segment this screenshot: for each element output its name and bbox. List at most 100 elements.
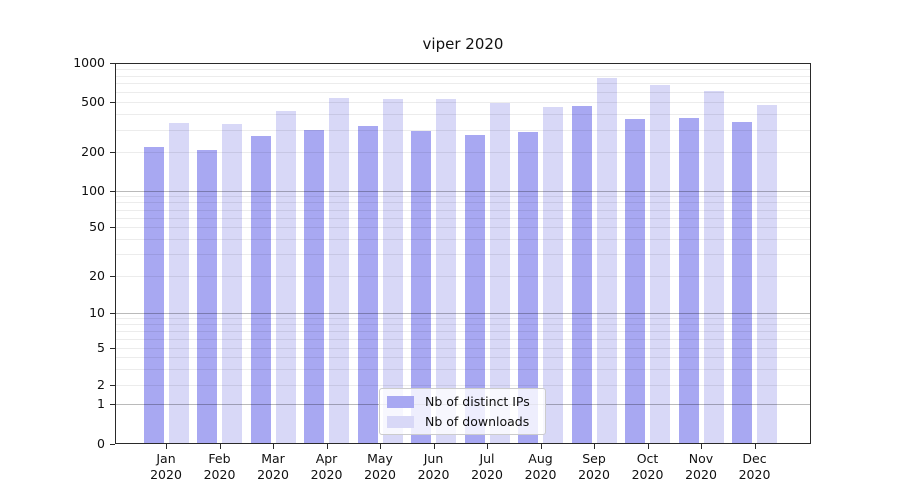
y-tick-label: 1 bbox=[97, 396, 105, 411]
x-tick-label-nov: Nov 2020 bbox=[669, 451, 733, 483]
x-tick-mark bbox=[273, 444, 274, 449]
gridline bbox=[115, 196, 811, 198]
x-tick-year: 2020 bbox=[578, 467, 610, 482]
bar-aug-distinct-ips bbox=[518, 132, 538, 443]
y-tick-mark bbox=[110, 101, 115, 103]
x-tick-year: 2020 bbox=[417, 467, 450, 482]
y-tick-label: 1000 bbox=[73, 55, 105, 71]
legend-item-distinct-ips: Nb of distinct IPs bbox=[387, 394, 545, 409]
gridline bbox=[115, 368, 811, 370]
bar-feb-distinct-ips bbox=[197, 150, 217, 443]
gridline bbox=[115, 91, 811, 93]
gridline bbox=[115, 69, 811, 71]
x-tick-label-jun: Jun 2020 bbox=[402, 451, 466, 483]
gridline bbox=[115, 324, 811, 326]
bar-apr-downloads bbox=[329, 97, 349, 443]
plot-area bbox=[115, 63, 811, 443]
gridline bbox=[115, 114, 811, 116]
y-tick-mark bbox=[110, 190, 115, 192]
bar-dec-distinct-ips bbox=[732, 122, 752, 443]
gridline bbox=[115, 129, 811, 131]
bar-jun-downloads bbox=[436, 98, 456, 443]
x-tick-year: 2020 bbox=[150, 467, 182, 482]
gridline bbox=[115, 276, 811, 277]
x-tick-mark bbox=[754, 444, 756, 449]
bar-may-distinct-ips bbox=[357, 125, 378, 443]
legend-item-downloads: Nb of downloads bbox=[387, 414, 545, 429]
x-tick-label-mar: Mar 2020 bbox=[241, 451, 305, 483]
gridline bbox=[115, 239, 811, 241]
x-tick-label-sep: Sep 2020 bbox=[562, 451, 626, 483]
x-tick-mark bbox=[487, 444, 488, 449]
x-tick-year: 2020 bbox=[203, 467, 236, 482]
x-tick-month: Oct bbox=[636, 451, 659, 466]
y-tick-mark bbox=[110, 443, 115, 445]
gridline bbox=[115, 101, 811, 103]
bar-jan-distinct-ips bbox=[143, 147, 164, 443]
bar-jan-downloads bbox=[168, 122, 189, 443]
bar-nov-distinct-ips bbox=[678, 118, 699, 443]
x-tick-year: 2020 bbox=[685, 467, 717, 482]
y-tick-mark bbox=[110, 227, 115, 229]
y-tick-mark bbox=[110, 404, 115, 405]
gridline bbox=[115, 227, 811, 229]
x-tick-label-aug: Aug 2020 bbox=[509, 451, 573, 483]
y-tick-mark bbox=[110, 348, 115, 349]
x-tick-label-jul: Jul 2020 bbox=[455, 451, 519, 483]
bar-apr-distinct-ips bbox=[304, 129, 324, 443]
bar-mar-distinct-ips bbox=[250, 136, 271, 443]
y-tick-mark bbox=[110, 63, 115, 65]
y-tick-label: 100 bbox=[81, 182, 105, 198]
y-tick-mark bbox=[110, 312, 115, 314]
y-tick-mark bbox=[110, 385, 115, 386]
gridline bbox=[115, 254, 811, 256]
x-tick-mark bbox=[433, 444, 435, 449]
x-tick-label-dec: Dec 2020 bbox=[723, 451, 787, 483]
x-tick-label-feb: Feb 2020 bbox=[188, 451, 252, 483]
legend-swatch-distinct-ips bbox=[387, 395, 414, 408]
y-tick-mark bbox=[110, 276, 115, 277]
y-tick-label: 10 bbox=[89, 304, 105, 320]
x-tick-month: Jan bbox=[156, 451, 176, 466]
y-tick-label: 5 bbox=[97, 340, 105, 355]
y-tick-label: 50 bbox=[89, 219, 105, 235]
x-tick-mark bbox=[701, 444, 702, 449]
legend: Nb of distinct IPs Nb of downloads bbox=[379, 388, 546, 435]
x-tick-mark bbox=[166, 444, 167, 449]
y-tick-label: 2 bbox=[97, 377, 105, 392]
gridline bbox=[115, 318, 811, 320]
bar-mar-downloads bbox=[275, 111, 296, 443]
x-tick-label-may: May 2020 bbox=[348, 451, 412, 483]
bar-sep-downloads bbox=[596, 78, 617, 443]
x-tick-month: May bbox=[367, 451, 393, 466]
gridline bbox=[115, 312, 811, 314]
x-tick-month: Jul bbox=[479, 451, 495, 466]
bar-sep-distinct-ips bbox=[571, 106, 592, 443]
gridline bbox=[115, 202, 811, 204]
x-tick-year: 2020 bbox=[631, 467, 664, 482]
y-tick-mark bbox=[110, 152, 115, 154]
x-tick-year: 2020 bbox=[257, 467, 289, 482]
x-tick-month: Jun bbox=[423, 451, 444, 466]
legend-label-downloads: Nb of downloads bbox=[425, 414, 530, 429]
bar-jul-downloads bbox=[489, 103, 510, 443]
legend-label-distinct-ips: Nb of distinct IPs bbox=[425, 394, 530, 409]
y-tick-label: 20 bbox=[89, 268, 105, 283]
x-tick-year: 2020 bbox=[310, 467, 343, 482]
x-tick-month: Mar bbox=[261, 451, 285, 466]
gridline bbox=[115, 217, 811, 219]
gridline bbox=[115, 338, 811, 340]
gridline bbox=[115, 348, 811, 349]
x-tick-year: 2020 bbox=[738, 467, 771, 482]
gridline bbox=[115, 83, 811, 85]
x-tick-mark bbox=[326, 444, 328, 449]
x-tick-label-oct: Oct 2020 bbox=[616, 451, 680, 483]
x-tick-month: Feb bbox=[208, 451, 231, 466]
bar-jul-distinct-ips bbox=[464, 135, 485, 443]
chart-title: viper 2020 bbox=[422, 35, 504, 53]
gridline bbox=[115, 330, 811, 332]
bar-oct-downloads bbox=[650, 85, 670, 443]
gridline bbox=[115, 190, 811, 192]
x-tick-month: Sep bbox=[582, 451, 606, 466]
